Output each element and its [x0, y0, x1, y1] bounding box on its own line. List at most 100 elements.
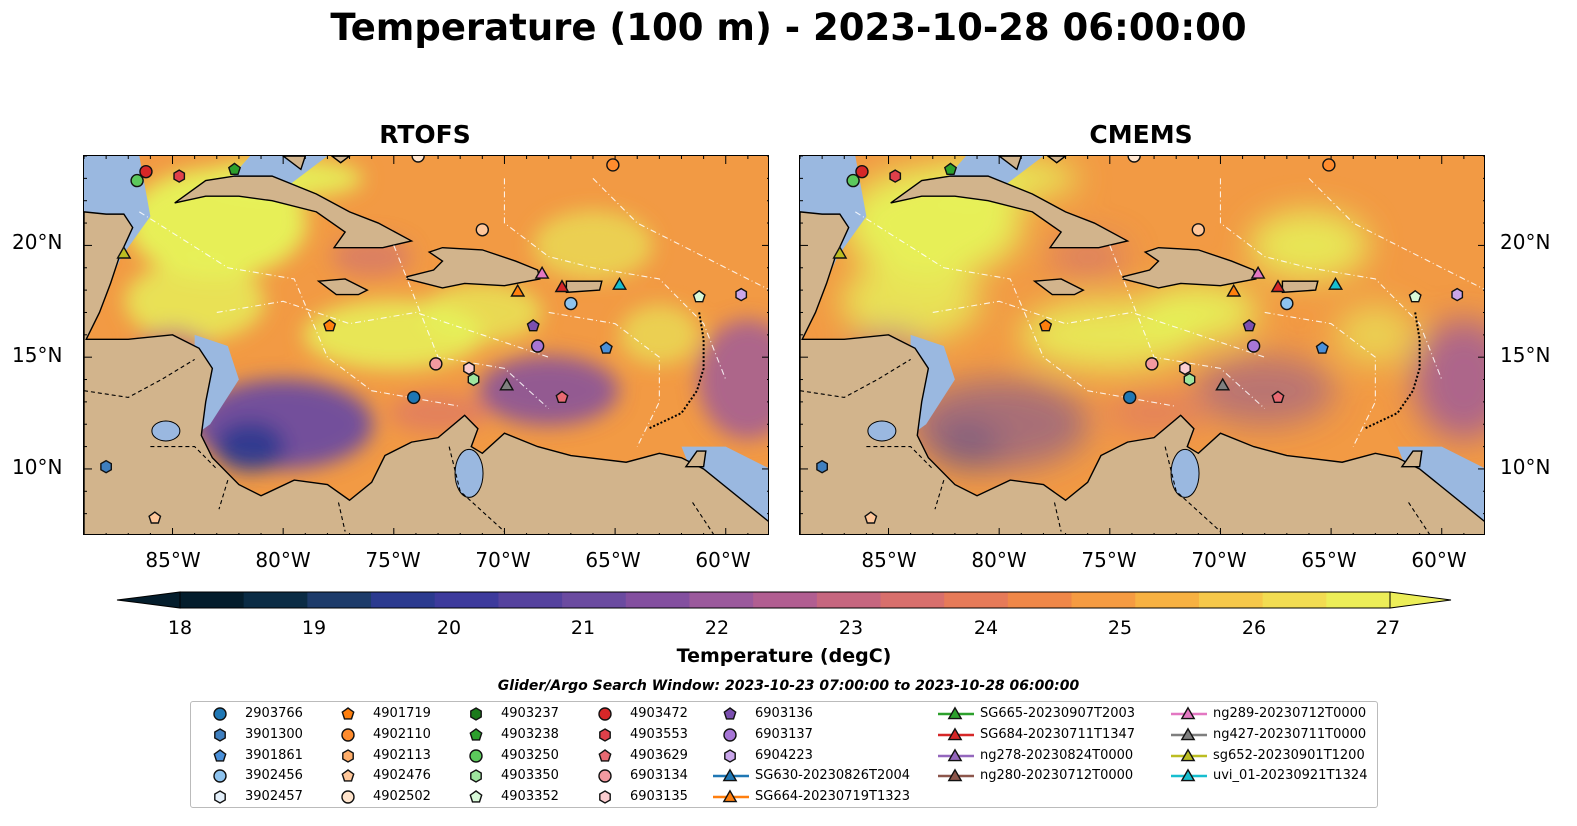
lat-label-15n-left: 15°N: [12, 343, 63, 367]
panel-title-rtofs: RTOFS: [379, 120, 471, 149]
legend-label: 4903472: [630, 706, 688, 721]
station-marker: [612, 277, 628, 290]
station-marker: [173, 169, 186, 183]
lat-label-10n-right: 10°N: [1500, 455, 1551, 479]
colorbar-segment: [816, 592, 882, 608]
eez-boundary: [216, 300, 549, 358]
station-marker: [1127, 156, 1141, 163]
colorbar-segment: [1262, 592, 1327, 608]
lon-label-65w-right: 65°W: [1301, 548, 1357, 572]
hispaniola: [406, 246, 541, 289]
lon-label-75w-right: 75°W: [1081, 548, 1137, 572]
legend-label: SG630-20230826T2004: [755, 768, 911, 784]
country-border: [218, 479, 229, 510]
legend-label: 4903352: [501, 789, 559, 805]
colorbar-tick-25: 25: [1107, 617, 1133, 639]
legend-label: 3902456: [245, 768, 303, 784]
legend-marker: [599, 727, 611, 742]
antilles-contour: [647, 312, 705, 430]
antilles-contour: [1363, 312, 1421, 430]
legend-marker: [598, 748, 612, 762]
colorbar-segment: [562, 592, 627, 608]
legend-label: 6903134: [630, 768, 688, 784]
legend-label: ng280-20230712T0000: [980, 768, 1134, 784]
legend-marker: [213, 707, 227, 721]
florida-tip: [282, 156, 307, 171]
legend-label: 6903135: [630, 789, 688, 805]
station-marker: [832, 245, 848, 259]
station-marker: [499, 377, 515, 391]
station-marker: [1242, 319, 1256, 332]
station-marker: [526, 319, 540, 332]
station-marker: [864, 511, 878, 524]
country-border: [150, 446, 218, 470]
cuba: [174, 175, 414, 249]
main-title: Temperature (100 m) - 2023-10-28 06:00:0…: [330, 6, 1247, 49]
country-border: [1164, 446, 1221, 532]
eez-boundary: [1308, 177, 1484, 290]
legend-marker: [341, 707, 355, 720]
search-window-text: Glider/Argo Search Window: 2023-10-23 07…: [497, 678, 1080, 694]
lon-label-80w-right: 80°W: [971, 548, 1027, 572]
station-marker: [564, 296, 578, 311]
legend-marker: [947, 768, 963, 782]
station-marker: [846, 173, 860, 188]
station-marker: [692, 289, 706, 303]
lon-label-60w-right: 60°W: [1411, 548, 1467, 572]
jamaica: [316, 278, 369, 296]
legend-label: ng427-20230711T0000: [1213, 726, 1367, 742]
cuba: [890, 175, 1130, 249]
lon-label-60w-left: 60°W: [695, 548, 751, 572]
legend-marker: [470, 707, 482, 721]
station-marker: [148, 511, 162, 524]
legend-marker: [214, 727, 226, 742]
legend-marker: [214, 790, 226, 804]
legend-marker: [469, 790, 483, 803]
colorbar-segment: [625, 592, 690, 608]
station-marker: [534, 265, 550, 279]
legend-marker: [213, 748, 227, 762]
legend-marker: [947, 706, 963, 720]
station-marker: [1322, 158, 1336, 172]
station-marker: [227, 162, 242, 175]
colorbar-label: Temperature (degC): [676, 645, 892, 667]
legend-label: 4902113: [373, 747, 431, 763]
colorbar-segment: [434, 592, 499, 608]
country-border: [934, 479, 945, 510]
legend-label: 4903250: [501, 747, 559, 763]
station-marker: [323, 319, 337, 332]
station-marker: [1328, 277, 1344, 290]
colorbar-segment: [243, 592, 308, 608]
lon-label-70w-left: 70°W: [475, 548, 531, 572]
legend-label: ng278-20230824T0000: [980, 747, 1134, 763]
eez-boundary: [393, 245, 550, 409]
central-south-america: [84, 211, 768, 534]
legend-label: 6903137: [755, 726, 813, 742]
colorbar-segment: [498, 592, 563, 608]
legend-marker: [599, 790, 611, 804]
station-marker: [130, 173, 144, 188]
station-marker: [1408, 289, 1422, 303]
eez-boundary: [932, 300, 1265, 358]
lon-label-70w-right: 70°W: [1191, 548, 1247, 572]
colorbar-tick-24: 24: [973, 617, 999, 639]
legend-label: 3901300: [245, 726, 303, 742]
legend-marker: [470, 769, 482, 784]
cmems-map: [799, 155, 1485, 535]
lake-maracaibo: [454, 448, 484, 498]
legend-marker: [1180, 706, 1196, 720]
colorbar-segment: [753, 592, 818, 608]
legend: 2903766 3901300 3901861 3902456 3902457 49017…: [190, 701, 1378, 808]
legend-label: ng289-20230712T0000: [1213, 706, 1367, 721]
station-marker: [735, 287, 748, 302]
lon-label-65w-left: 65°W: [585, 548, 641, 572]
legend-label: 4902110: [373, 726, 431, 742]
puerto-rico: [1281, 280, 1319, 294]
hispaniola: [1122, 246, 1257, 289]
legend-marker: [724, 748, 736, 763]
colorbar-tick-22: 22: [704, 617, 730, 639]
eez-boundary: [503, 178, 727, 380]
eez-boundary: [548, 311, 660, 447]
station-marker: [510, 283, 526, 297]
station-marker: [530, 339, 545, 353]
